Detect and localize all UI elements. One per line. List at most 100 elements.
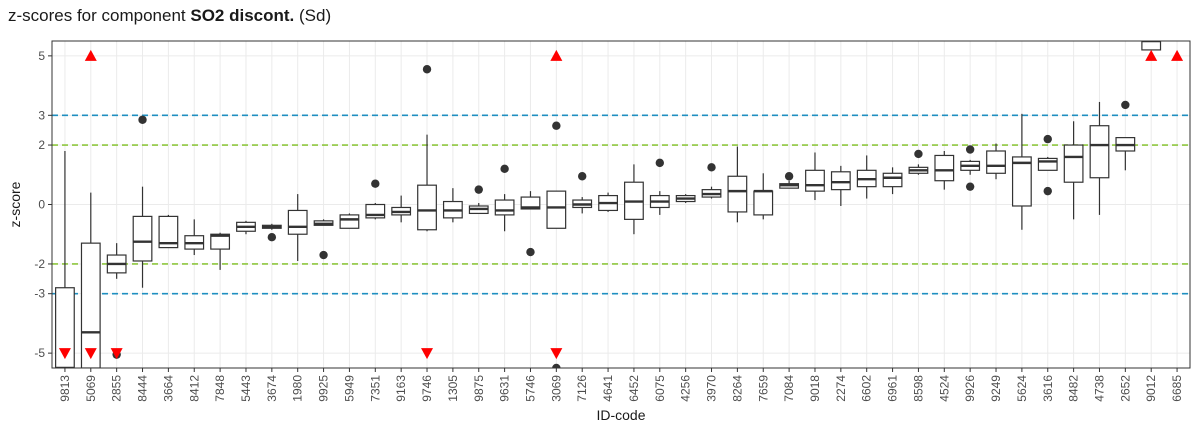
x-tick-label: 7084 xyxy=(782,375,796,402)
x-tick-label: 8482 xyxy=(1067,375,1081,402)
box xyxy=(546,190,567,229)
outlier-point xyxy=(526,247,535,257)
x-tick-label: 5746 xyxy=(523,375,537,402)
box xyxy=(1141,41,1162,51)
x-tick-label: 9249 xyxy=(989,375,1003,402)
x-tick-label: 9012 xyxy=(1144,375,1158,402)
x-tick-label: 9018 xyxy=(808,375,822,402)
x-tick-label: 5949 xyxy=(342,375,356,402)
x-tick-label: 3664 xyxy=(161,375,175,402)
outlier-point xyxy=(707,163,716,172)
x-tick-label: 2652 xyxy=(1118,375,1132,402)
x-tick-label: 9631 xyxy=(498,375,512,402)
outlier-point xyxy=(578,172,587,181)
outlier-point xyxy=(371,179,380,188)
box xyxy=(80,242,101,368)
offscale-high-marker xyxy=(1171,49,1184,61)
offscale-high-marker xyxy=(550,49,563,61)
outlier-point xyxy=(965,145,975,154)
x-tick-label: 3970 xyxy=(705,375,719,402)
box xyxy=(753,190,774,216)
x-tick-label: 4524 xyxy=(937,375,951,402)
box xyxy=(934,154,955,182)
box xyxy=(132,215,153,262)
box xyxy=(339,214,360,229)
x-tick-label: 6452 xyxy=(627,375,641,402)
offscale-low-marker xyxy=(84,348,97,360)
x-tick-label: 1980 xyxy=(291,375,305,402)
outlier-point xyxy=(500,164,509,174)
outlier-point xyxy=(784,172,794,181)
y-tick-label: 5 xyxy=(38,49,45,63)
box xyxy=(830,171,851,191)
y-axis-title: z-score xyxy=(7,181,23,227)
x-tick-label: 9925 xyxy=(317,375,331,402)
x-tick-label: 7351 xyxy=(368,375,382,402)
outlier-point xyxy=(1043,134,1052,144)
outlier-point xyxy=(138,115,147,124)
y-tick-label: -2 xyxy=(34,257,45,271)
x-tick-label: 3069 xyxy=(549,375,563,402)
x-tick-label: 6602 xyxy=(860,375,874,402)
x-tick-label: 6685 xyxy=(1170,375,1184,402)
x-tick-label: 7126 xyxy=(575,375,589,402)
x-axis-title: ID-code xyxy=(596,407,645,423)
chart-title: z-scores for component SO2 discont. (Sd) xyxy=(8,6,331,26)
x-tick-label: 9746 xyxy=(420,375,434,402)
outlier-point xyxy=(1043,186,1052,196)
box xyxy=(494,199,515,216)
box xyxy=(986,150,1006,174)
offscale-high-marker xyxy=(1145,49,1158,61)
x-tick-label: 5069 xyxy=(84,375,98,402)
y-tick-label: 2 xyxy=(38,138,45,152)
outlier-point xyxy=(965,182,975,191)
x-tick-label: 9875 xyxy=(472,375,486,402)
box xyxy=(158,215,179,249)
boxes-group xyxy=(55,41,1162,368)
box xyxy=(1011,156,1032,207)
box xyxy=(210,233,231,250)
x-tick-label: 8412 xyxy=(187,375,201,402)
x-tick-label: 8264 xyxy=(730,375,744,402)
x-tick-label: 3616 xyxy=(1041,375,1055,402)
x-tick-label: 2274 xyxy=(834,375,848,402)
x-tick-label: 5624 xyxy=(1015,375,1029,402)
box xyxy=(1037,157,1058,171)
box xyxy=(727,175,748,213)
box xyxy=(1089,125,1110,179)
x-tick-label: 4641 xyxy=(601,375,615,402)
offscale-low-marker xyxy=(110,348,123,360)
x-tick-label: 2855 xyxy=(110,375,124,402)
y-tick-label: 0 xyxy=(38,198,45,212)
offscale-high-marker xyxy=(84,49,97,61)
x-tick-label: 4738 xyxy=(1092,375,1106,402)
x-tick-label: 6961 xyxy=(886,375,900,402)
outlier-point xyxy=(552,121,561,130)
x-tick-label: 7659 xyxy=(756,375,770,402)
y-tick-label: -3 xyxy=(34,287,45,301)
outlier-point xyxy=(552,363,561,368)
x-tick-label: 7848 xyxy=(213,375,227,402)
outlier-point xyxy=(319,250,328,260)
x-tick-label: 6075 xyxy=(653,375,667,402)
y-tick-label: 3 xyxy=(38,108,45,122)
y-tick-label: -5 xyxy=(34,346,45,360)
x-tick-label: 3674 xyxy=(265,375,279,402)
box xyxy=(882,172,903,188)
x-tick-label: 8598 xyxy=(911,375,925,402)
outlier-point xyxy=(1121,100,1130,110)
outlier-point xyxy=(422,65,432,74)
box xyxy=(805,169,825,192)
outlier-point xyxy=(267,233,277,242)
offscale-low-marker xyxy=(58,348,71,360)
outlier-point xyxy=(914,149,923,159)
offscale-low-marker xyxy=(421,348,434,360)
title-component: SO2 discont. xyxy=(190,6,295,25)
x-tick-label: 9926 xyxy=(963,375,977,402)
x-tick-label: 9813 xyxy=(58,375,72,402)
box xyxy=(417,184,437,231)
box xyxy=(287,209,308,235)
offscale-low-marker xyxy=(550,348,563,360)
x-tick-label: 1305 xyxy=(446,375,460,402)
